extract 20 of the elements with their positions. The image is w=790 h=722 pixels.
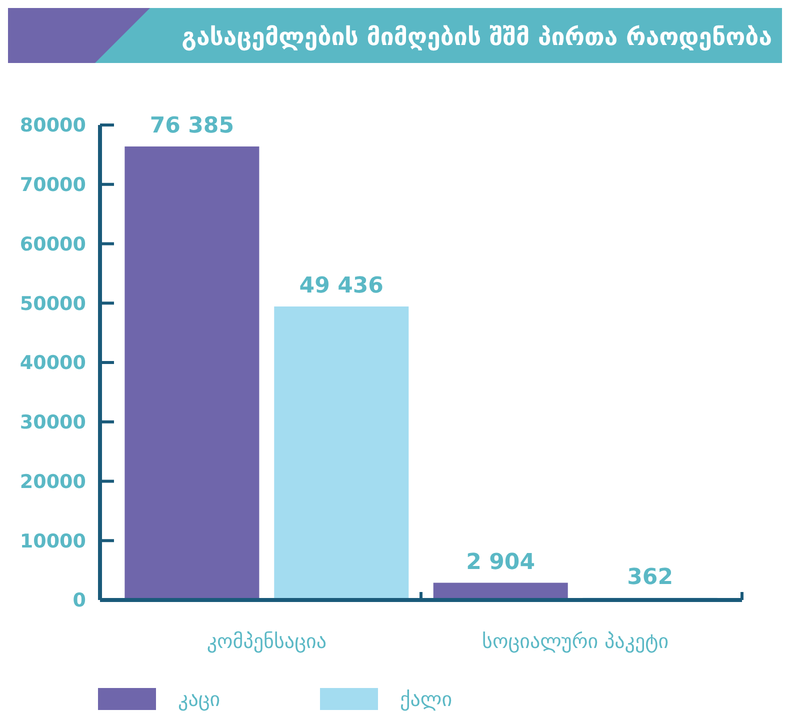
legend-label: კაცი xyxy=(178,687,220,711)
y-tick-label: 70000 xyxy=(20,174,86,196)
y-tick-label: 0 xyxy=(72,590,86,612)
bar xyxy=(124,146,260,600)
data-label: 362 xyxy=(627,564,674,590)
legend-label: ქალი xyxy=(400,687,452,711)
data-label: 49 436 xyxy=(299,273,384,298)
y-tick-label: 80000 xyxy=(20,114,86,137)
chart-title: გასაცემლების მიმღების შშმ პირთა რაოდენობა xyxy=(182,23,772,51)
data-label: 2 904 xyxy=(466,550,536,575)
x-tick-label: სოციალური პაკეტი xyxy=(482,629,669,653)
x-tick-label: კომპენსაცია xyxy=(206,629,327,653)
y-tick-label: 10000 xyxy=(20,530,86,552)
bar xyxy=(274,306,409,600)
y-tick-label: 60000 xyxy=(20,233,86,256)
y-tick-label: 40000 xyxy=(20,352,86,374)
y-tick-label: 50000 xyxy=(20,292,86,315)
y-tick-label: 20000 xyxy=(20,470,86,493)
data-label: 76 385 xyxy=(150,113,234,138)
y-tick-label: 30000 xyxy=(20,412,86,434)
